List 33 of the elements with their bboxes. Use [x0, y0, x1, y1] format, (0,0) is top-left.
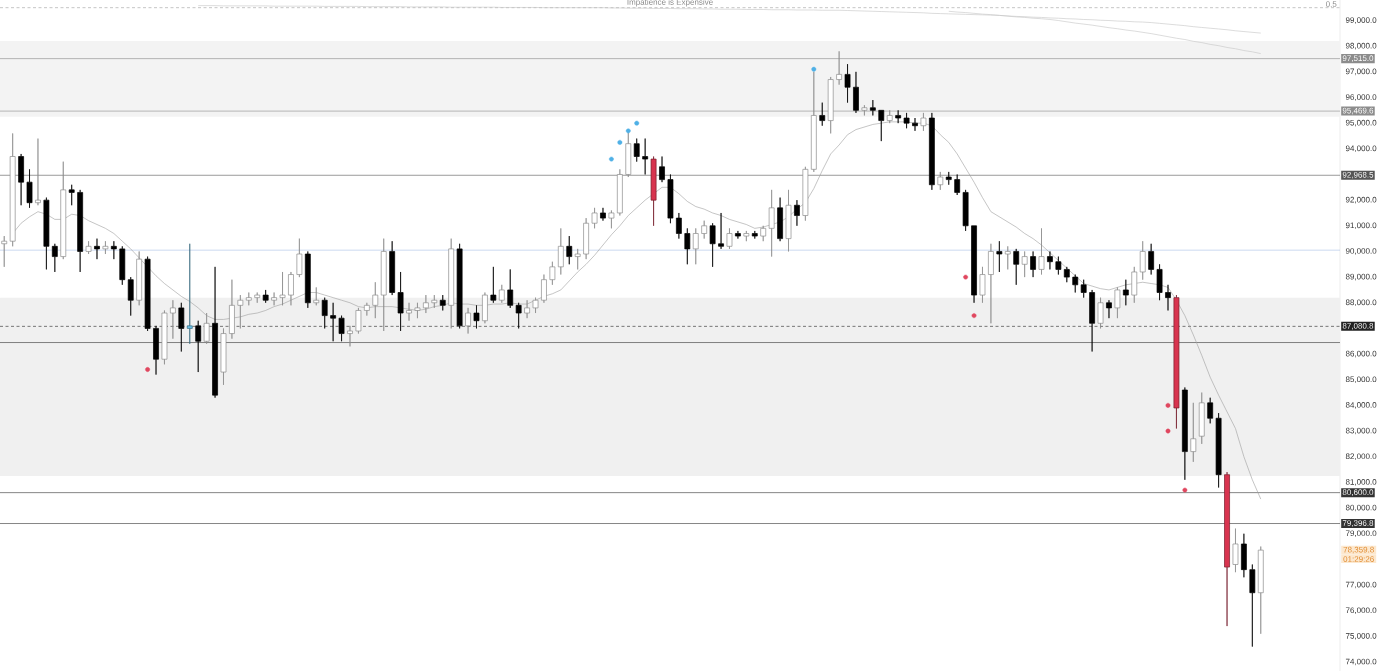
ref-line-label: 92,968.5	[1342, 171, 1374, 179]
ref-line-label: 79,396.8	[1342, 520, 1374, 527]
text: 01:29:26	[1343, 556, 1374, 562]
ref-line-label: 80,600.0	[1342, 489, 1374, 496]
y-tick-label: 91,000.0	[1345, 222, 1377, 230]
y-tick-label: 92,000.0	[1345, 196, 1377, 204]
y-tick-label: 90,000.0	[1345, 248, 1377, 255]
y-tick-label: 84,000.0	[1345, 402, 1377, 409]
text: 0.5	[1325, 1, 1337, 7]
y-tick-label: 80,000.0	[1345, 504, 1377, 512]
y-tick-label: 74,000.0	[1345, 658, 1377, 666]
ref-line-label: 97,515.0	[1342, 55, 1374, 62]
y-tick-label: 75,000.0	[1345, 633, 1377, 640]
annotation: Impatience is Expensive	[627, 0, 713, 7]
y-tick-label: 85,000.0	[1345, 376, 1377, 384]
y-tick-label: 86,000.0	[1345, 350, 1377, 358]
y-tick-label: 83,000.0	[1345, 427, 1377, 435]
y-tick-label: 82,000.0	[1345, 453, 1377, 461]
y-tick-label: 94,000.0	[1345, 145, 1377, 153]
y-tick-label: 81,000.0	[1345, 479, 1377, 486]
y-tick-label: 95,000.0	[1345, 119, 1377, 127]
y-tick-label: 77,000.0	[1345, 581, 1377, 589]
ref-line-label: 87,080.8	[1342, 323, 1374, 330]
ref-line-label: 95,469.6	[1342, 107, 1374, 115]
y-tick-label: 89,000.0	[1345, 273, 1377, 281]
y-tick-label: 96,000.0	[1345, 94, 1377, 101]
text: 78,359.8	[1343, 546, 1374, 554]
y-tick-label: 79,000.0	[1345, 530, 1377, 538]
y-tick-label: 97,000.0	[1345, 68, 1377, 76]
y-tick-label: 99,000.0	[1345, 17, 1377, 24]
y-tick-label: 76,000.0	[1345, 607, 1377, 614]
y-tick-label: 98,000.0	[1345, 42, 1377, 50]
y-tick-label: 88,000.0	[1345, 299, 1377, 307]
